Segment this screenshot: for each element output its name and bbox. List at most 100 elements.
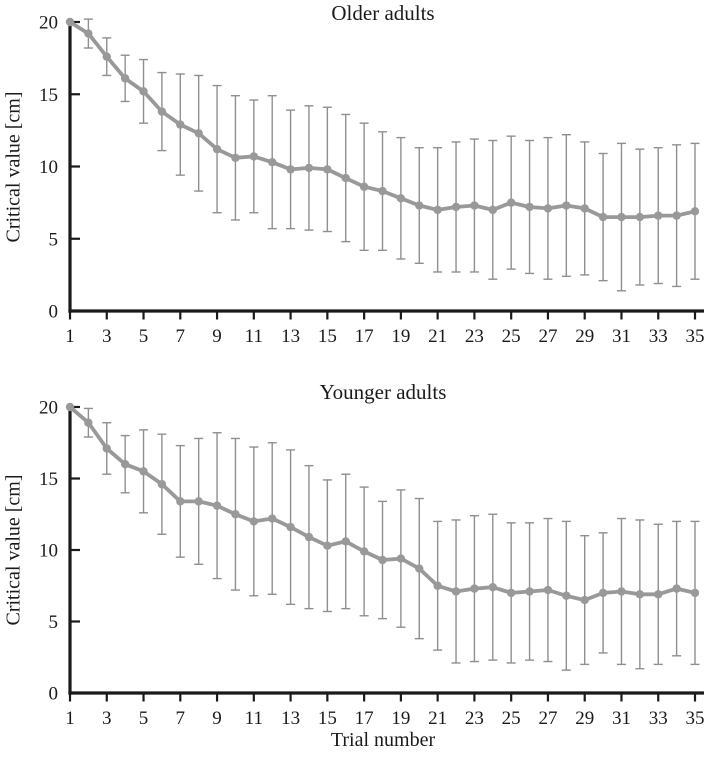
chart-title-younger: Younger adults: [319, 380, 447, 404]
data-point-marker: [231, 510, 240, 519]
x-axis-label: Trial number: [330, 729, 436, 751]
x-tick-label: 9: [212, 326, 222, 347]
data-point-marker: [194, 129, 203, 138]
data-point-marker: [672, 584, 681, 593]
x-tick-label: 19: [391, 708, 410, 729]
x-tick-label: 21: [428, 708, 447, 729]
data-point-marker: [617, 212, 626, 222]
data-point-marker: [378, 555, 387, 565]
data-point-marker: [433, 581, 442, 590]
data-point-marker: [65, 402, 75, 412]
error-bars: [83, 18, 700, 292]
x-tick-label: 23: [465, 708, 484, 729]
data-point-marker: [157, 480, 167, 489]
y-tick-label: 10: [39, 541, 58, 562]
y-tick-label: 5: [49, 229, 59, 250]
y-tick-label: 0: [49, 302, 59, 323]
data-point-marker: [415, 201, 424, 210]
data-point-marker: [580, 595, 589, 605]
data-point-marker: [654, 211, 663, 220]
x-tick-label: 21: [428, 326, 447, 347]
data-point-marker: [488, 205, 497, 215]
x-tick-label: 11: [245, 326, 263, 347]
x-tick-label: 17: [355, 708, 374, 729]
x-tick-label: 15: [318, 326, 337, 347]
data-point-marker: [359, 182, 369, 191]
x-tick-label: 35: [686, 326, 705, 347]
y-tick-label: 20: [39, 13, 58, 34]
data-point-marker: [635, 590, 645, 599]
x-tick-label: 5: [139, 708, 149, 729]
x-tick-label: 19: [391, 326, 410, 347]
data-point-marker: [268, 514, 277, 523]
data-point-marker: [212, 501, 222, 510]
data-point-marker: [690, 588, 700, 598]
data-point-marker: [654, 590, 663, 599]
data-point-marker: [139, 467, 148, 476]
data-point-marker: [433, 205, 442, 215]
y-tick-label: 15: [39, 85, 58, 106]
chart-older-adults: 0 5 10 15 20 1 3 5 7 9 11 13 15 17 19 21 23 25 27 29 31 33 35 …: [2, 1, 705, 348]
data-point-marker: [470, 584, 479, 593]
data-point-marker: [488, 582, 497, 592]
data-points: [65, 17, 700, 222]
error-bars: [83, 407, 700, 671]
x-tick-label: 7: [176, 708, 186, 729]
data-point-marker: [323, 541, 332, 550]
data-point-marker: [65, 17, 75, 27]
data-point-marker: [525, 202, 534, 212]
data-point-marker: [84, 418, 93, 427]
data-point-marker: [598, 588, 608, 598]
data-point-marker: [635, 212, 645, 222]
data-point-marker: [543, 585, 553, 595]
x-tick-label: 5: [139, 326, 149, 347]
data-point-marker: [359, 547, 369, 556]
data-point-marker: [543, 204, 553, 213]
data-point-marker: [194, 497, 203, 506]
y-tick-label: 20: [39, 398, 58, 419]
data-point-marker: [120, 74, 130, 83]
data-point-marker: [84, 29, 93, 38]
data-point-marker: [451, 202, 461, 212]
x-tick-label: 27: [538, 708, 557, 729]
data-point-marker: [286, 522, 295, 532]
x-tick-label: 3: [102, 326, 112, 347]
x-tick-label: 11: [245, 708, 263, 729]
y-axis-label-younger: Critical value [cm]: [2, 474, 25, 626]
data-point-marker: [451, 587, 461, 596]
data-point-marker: [506, 588, 516, 598]
data-points: [65, 402, 700, 605]
x-tick-label: 23: [465, 326, 484, 347]
axes: [68, 405, 704, 702]
x-tick-label: 15: [318, 708, 337, 729]
x-tick-label: 29: [575, 708, 594, 729]
data-point-marker: [525, 587, 534, 596]
data-point-marker: [323, 165, 332, 174]
data-point-marker: [139, 87, 148, 96]
data-point-marker: [102, 444, 111, 453]
data-point-marker: [249, 152, 259, 161]
data-point-marker: [212, 144, 222, 154]
x-tick-label: 13: [281, 708, 300, 729]
data-point-marker: [598, 212, 608, 222]
x-tick-label: 33: [649, 326, 668, 347]
x-tick-label: 13: [281, 326, 300, 347]
y-axis-label-older: Critical value [cm]: [2, 91, 25, 243]
data-point-marker: [341, 537, 350, 546]
x-tick-label: 35: [686, 708, 705, 729]
x-tick-label: 17: [355, 326, 374, 347]
data-point-marker: [176, 497, 185, 506]
y-tick-label: 5: [49, 612, 59, 633]
data-point-marker: [415, 564, 424, 573]
y-tick-label: 15: [39, 469, 58, 490]
data-point-marker: [617, 587, 626, 596]
data-point-marker: [249, 517, 259, 526]
data-point-marker: [268, 157, 277, 167]
axes: [68, 20, 704, 320]
data-point-marker: [672, 211, 681, 220]
